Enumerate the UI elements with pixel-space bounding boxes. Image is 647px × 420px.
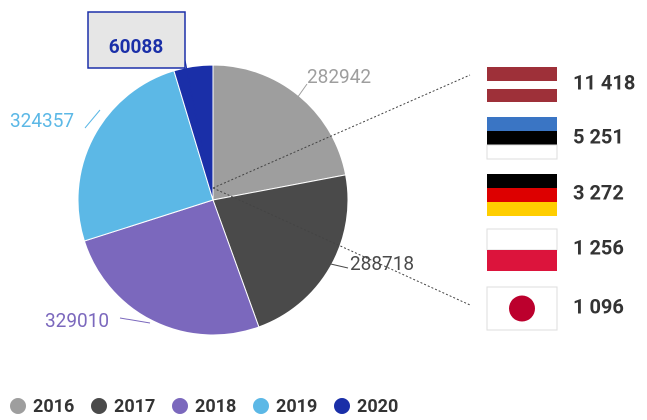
legend-label: 2017 xyxy=(114,396,155,416)
legend-label: 2020 xyxy=(357,396,398,416)
legend-label: 2018 xyxy=(195,396,236,416)
data-label: 288718 xyxy=(350,252,414,275)
flag-japan xyxy=(486,286,558,331)
breakdown-value: 5 251 xyxy=(573,124,624,148)
leader-line xyxy=(289,83,308,109)
legend-swatch xyxy=(334,398,350,414)
leader-line xyxy=(184,59,209,179)
pie-slice xyxy=(77,70,214,242)
connector xyxy=(212,187,471,306)
pie-slice xyxy=(212,174,349,328)
label-box xyxy=(87,11,186,69)
connector xyxy=(212,74,471,189)
data-label: 282942 xyxy=(307,65,371,88)
flags xyxy=(486,67,558,331)
legend-label: 2019 xyxy=(276,396,317,416)
flag-estonia xyxy=(486,117,558,160)
data-label: 60088 xyxy=(109,35,164,58)
data-label: 329010 xyxy=(45,309,109,332)
legend-label: 2016 xyxy=(33,396,74,416)
flag-poland xyxy=(486,228,558,271)
leader-line xyxy=(84,109,101,129)
pie-slice xyxy=(83,199,260,336)
breakdown-value: 11 418 xyxy=(573,70,635,94)
pie-slice xyxy=(212,64,347,201)
breakdown-value: 1 096 xyxy=(573,294,624,318)
data-label: 324357 xyxy=(10,109,74,132)
flag-germany xyxy=(487,174,557,216)
pie-slice xyxy=(173,64,214,201)
breakdown-value: 3 272 xyxy=(573,180,624,204)
legend-swatch xyxy=(253,398,269,414)
legend-swatch xyxy=(91,398,107,414)
legend-swatch xyxy=(172,398,188,414)
leader-line xyxy=(321,261,349,269)
legend-swatch xyxy=(10,398,26,414)
breakdown-value: 1 256 xyxy=(573,235,624,259)
leader-line xyxy=(119,317,151,324)
flag-latvia xyxy=(487,67,557,102)
